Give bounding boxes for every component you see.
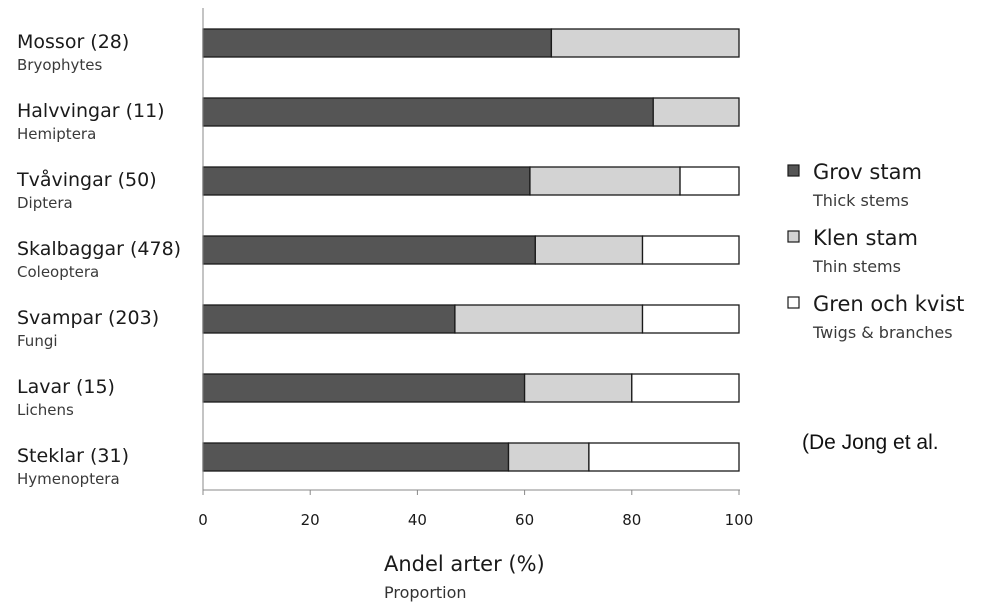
category-count: (31) xyxy=(90,445,129,467)
legend-label: Grov stam xyxy=(813,160,922,184)
x-tick-label: 80 xyxy=(622,511,641,529)
bar-segment-3-row-6 xyxy=(631,373,740,403)
category-name: Svampar xyxy=(17,307,108,329)
bar-segment-2-row-4 xyxy=(534,235,644,265)
category-sublabel: Lichens xyxy=(17,401,74,419)
legend-sublabel: Thick stems xyxy=(812,191,909,210)
bar-segment-2-row-6 xyxy=(523,373,633,403)
category-count: (50) xyxy=(118,169,157,191)
bar-segment-2-row-1 xyxy=(550,28,740,58)
category-name: Halvvingar xyxy=(17,100,126,122)
bar-segment-1-row-2 xyxy=(202,97,654,127)
x-tick-label: 20 xyxy=(301,511,320,529)
category-label: Tvåvingar (50) xyxy=(16,168,157,191)
x-ticks-group: 0 20 40 60 80 100 xyxy=(198,490,753,529)
category-sublabel: Coleoptera xyxy=(17,263,99,281)
bar-segment-2-row-2 xyxy=(652,97,740,127)
category-label: Mossor (28) xyxy=(17,31,129,53)
bar-segment-1-row-4 xyxy=(202,235,536,265)
category-label: Halvvingar (11) xyxy=(17,100,165,122)
category-name: Tvåvingar xyxy=(16,168,118,191)
source-annotation: (De Jong et al. xyxy=(802,431,939,454)
bar-segment-1-row-3 xyxy=(202,166,531,196)
category-sublabel: Hemiptera xyxy=(17,125,96,143)
category-count: (11) xyxy=(126,100,165,122)
bar-segment-1-row-5 xyxy=(202,304,456,334)
bar-segment-2-row-3 xyxy=(529,166,681,196)
category-name: Mossor xyxy=(17,31,90,53)
bar-segment-1-row-6 xyxy=(202,373,526,403)
x-axis-sublabel: Proportion xyxy=(384,583,467,602)
category-count: (28) xyxy=(90,31,129,53)
legend: Grov stam Thick stems Klen stam Thin stems G… xyxy=(787,160,964,342)
category-count: (478) xyxy=(130,238,181,260)
legend-sublabel: Thin stems xyxy=(812,257,901,276)
legend-sublabel: Twigs & branches xyxy=(812,323,953,342)
bar-segment-3-row-5 xyxy=(641,304,740,334)
x-tick-label: 100 xyxy=(725,511,754,529)
category-name: Steklar xyxy=(17,445,90,467)
category-count: (15) xyxy=(76,376,115,398)
bar-segment-3-row-3 xyxy=(679,166,740,196)
category-sublabel: Diptera xyxy=(17,194,73,212)
legend-label: Klen stam xyxy=(813,226,918,250)
x-axis-label: Andel arter (%) xyxy=(384,552,545,576)
bars-group xyxy=(202,28,740,472)
bar-segment-1-row-7 xyxy=(202,442,510,472)
bar-segment-2-row-7 xyxy=(507,442,590,472)
x-tick-label: 40 xyxy=(408,511,427,529)
bar-segment-1-row-1 xyxy=(202,28,553,58)
legend-label: Gren och kvist xyxy=(813,292,964,316)
bar-segment-3-row-7 xyxy=(588,442,740,472)
legend-swatch xyxy=(787,164,800,177)
x-tick-label: 0 xyxy=(198,511,208,529)
category-name: Lavar xyxy=(17,376,76,398)
category-count: (203) xyxy=(108,307,159,329)
x-tick-label: 60 xyxy=(515,511,534,529)
category-label: Steklar (31) xyxy=(17,445,129,467)
category-name: Skalbaggar xyxy=(17,238,130,260)
category-sublabel: Bryophytes xyxy=(17,56,103,74)
category-sublabel: Hymenoptera xyxy=(17,470,120,488)
legend-swatch xyxy=(787,296,800,309)
category-label: Lavar (15) xyxy=(17,376,115,398)
category-labels-group: Mossor (28) Bryophytes Halvvingar (11) Hemi… xyxy=(16,31,181,488)
category-label: Svampar (203) xyxy=(17,307,159,329)
category-sublabel: Fungi xyxy=(17,332,58,350)
legend-swatch xyxy=(787,230,800,243)
bar-segment-3-row-4 xyxy=(641,235,740,265)
category-label: Skalbaggar (478) xyxy=(17,238,181,260)
bar-segment-2-row-5 xyxy=(454,304,644,334)
